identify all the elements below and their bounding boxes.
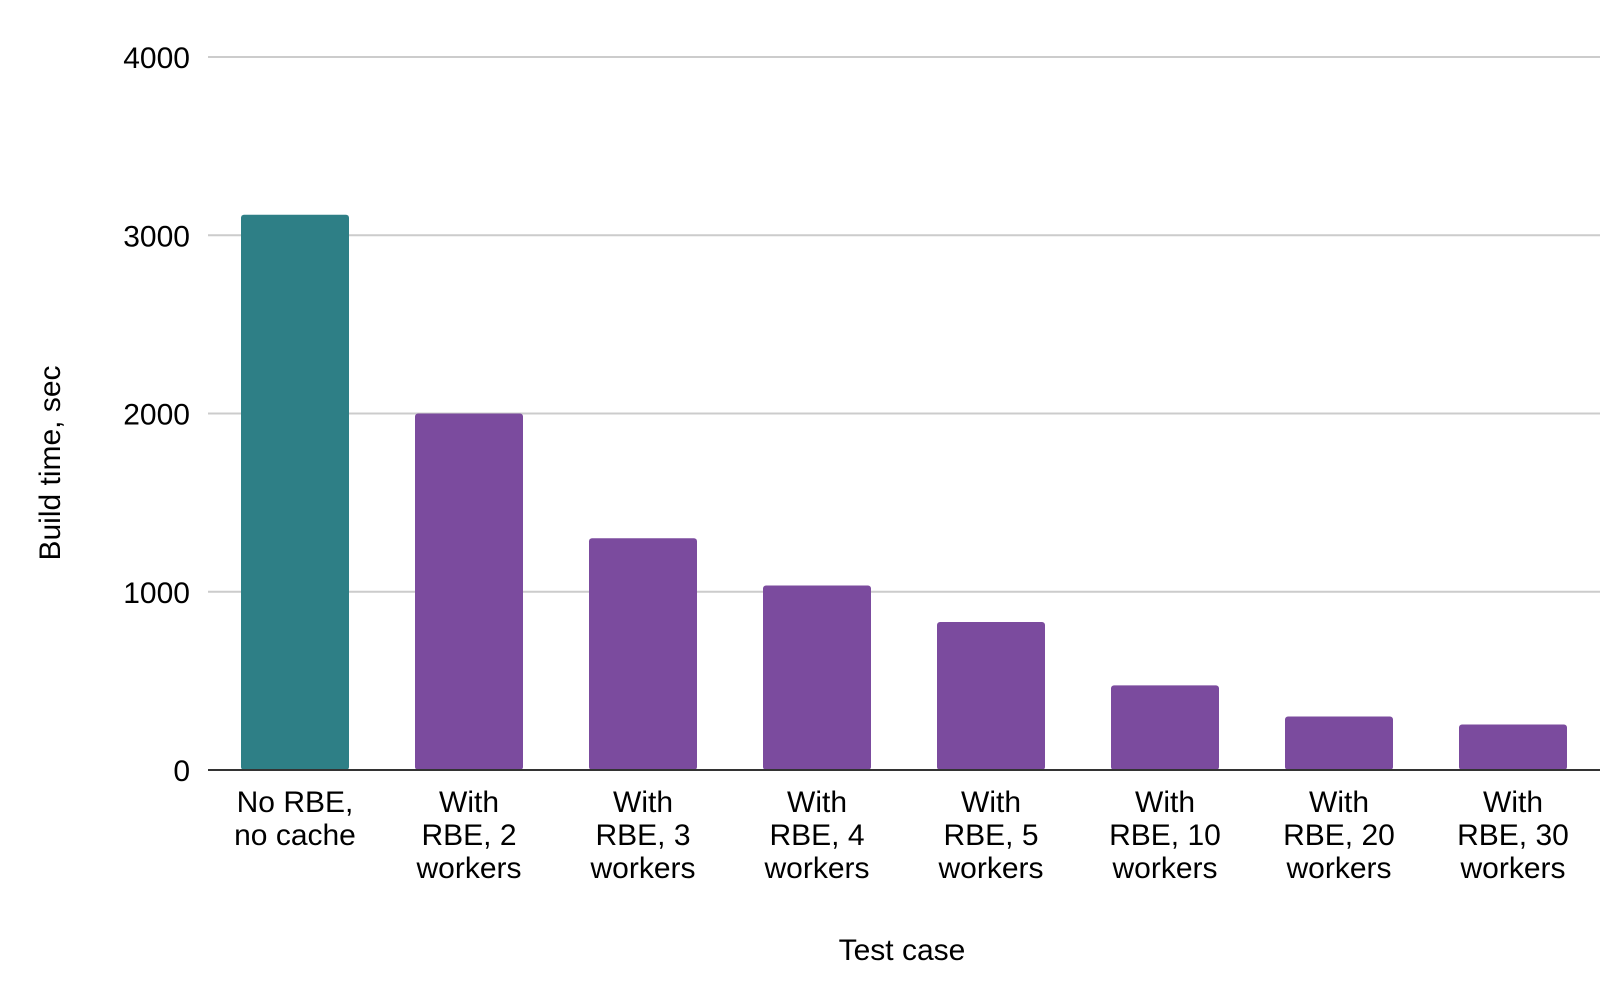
y-tick-label: 0 — [173, 755, 190, 788]
x-tick-label: With RBE, 10 workers — [1109, 786, 1221, 885]
x-tick-label: With RBE, 5 workers — [937, 786, 1043, 885]
bar — [1111, 685, 1219, 770]
bar — [241, 214, 349, 771]
y-axis-title: Build time, sec — [34, 365, 67, 560]
bar — [1285, 716, 1393, 770]
bar — [415, 413, 523, 770]
bar — [763, 585, 871, 770]
y-tick-label: 1000 — [123, 577, 190, 610]
bar — [1459, 724, 1567, 770]
x-tick-label: With RBE, 20 workers — [1283, 786, 1395, 885]
y-tick-label: 2000 — [123, 399, 190, 432]
y-tick-label: 3000 — [123, 220, 190, 253]
bars — [241, 214, 1567, 771]
x-tick-label: No RBE, no cache — [234, 786, 356, 852]
y-tick-label: 4000 — [123, 42, 190, 75]
bar — [937, 622, 1045, 770]
x-tick-label: With RBE, 2 workers — [415, 786, 521, 885]
bar — [589, 538, 697, 770]
x-axis-title: Test case — [839, 934, 966, 967]
x-tick-label: With RBE, 3 workers — [589, 786, 695, 885]
x-tick-label: With RBE, 4 workers — [763, 786, 869, 885]
labels: 0 1000 2000 3000 4000 No RBE, no cache With RBE,… — [123, 42, 1569, 885]
x-tick-label: With RBE, 30 workers — [1457, 786, 1569, 885]
